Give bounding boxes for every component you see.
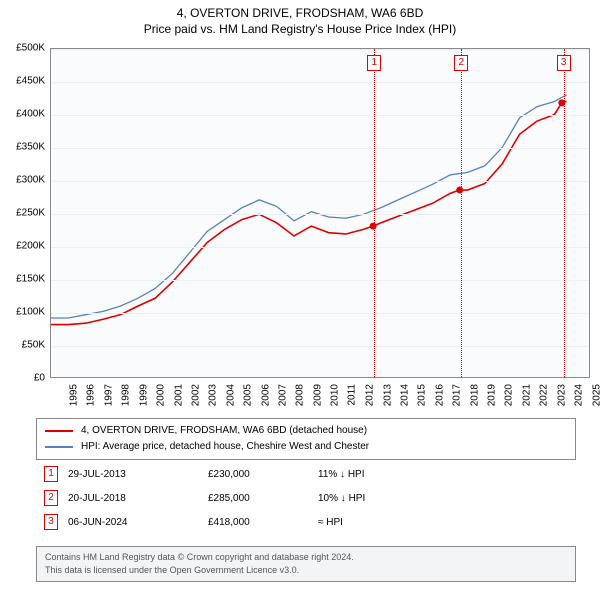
events-table: 1 29-JUL-2013 £230,000 11% ↓ HPI 2 20-JUL-201… [36, 462, 576, 534]
event-badge: 2 [454, 55, 468, 71]
gridline [51, 115, 589, 116]
y-axis-label: £350K [0, 142, 45, 153]
title-address: 4, OVERTON DRIVE, FRODSHAM, WA6 6BD [0, 6, 600, 20]
gridline [51, 214, 589, 215]
x-axis-label: 2025 [591, 384, 600, 406]
x-axis-label: 2010 [330, 384, 341, 406]
event-badge: 2 [44, 490, 58, 506]
gridline [51, 247, 589, 248]
y-axis-label: £150K [0, 274, 45, 285]
x-axis-label: 1999 [138, 384, 149, 406]
x-axis-label: 2020 [504, 384, 515, 406]
y-axis-label: £300K [0, 175, 45, 186]
x-axis-label: 2004 [225, 384, 236, 406]
x-axis-label: 2001 [173, 384, 184, 406]
x-axis-label: 2022 [539, 384, 550, 406]
title-subtitle: Price paid vs. HM Land Registry's House … [0, 22, 600, 36]
x-axis-label: 2023 [556, 384, 567, 406]
event-badge: 1 [367, 55, 381, 71]
x-axis-label: 2021 [521, 384, 532, 406]
chart-plot-area: 1 2 3 [50, 48, 590, 378]
event-dot [370, 223, 377, 230]
y-axis-label: £50K [0, 340, 45, 351]
gridline [51, 181, 589, 182]
y-axis-label: £500K [0, 43, 45, 54]
x-axis-label: 2024 [573, 384, 584, 406]
event-badge: 3 [44, 514, 58, 530]
footer-line: Contains HM Land Registry data © Crown c… [45, 551, 567, 564]
x-axis-label: 2000 [155, 384, 166, 406]
x-axis-label: 2015 [417, 384, 428, 406]
legend-box: 4, OVERTON DRIVE, FRODSHAM, WA6 6BD (det… [36, 418, 576, 460]
chart-container: 4, OVERTON DRIVE, FRODSHAM, WA6 6BD Pric… [0, 0, 600, 590]
event-price: £230,000 [208, 469, 308, 480]
event-comparison: ≈ HPI [318, 517, 418, 528]
x-axis-label: 1998 [121, 384, 132, 406]
event-price: £418,000 [208, 517, 308, 528]
x-axis-label: 2002 [190, 384, 201, 406]
footer-line: This data is licensed under the Open Gov… [45, 564, 567, 577]
x-axis-label: 1995 [68, 384, 79, 406]
footer-attribution: Contains HM Land Registry data © Crown c… [36, 546, 576, 582]
chart-svg [51, 49, 589, 377]
event-row: 1 29-JUL-2013 £230,000 11% ↓ HPI [36, 462, 576, 486]
x-axis-label: 1997 [103, 384, 114, 406]
event-comparison: 10% ↓ HPI [318, 493, 418, 504]
legend-row: 4, OVERTON DRIVE, FRODSHAM, WA6 6BD (det… [45, 423, 567, 439]
event-badge: 3 [557, 55, 571, 71]
y-axis-label: £400K [0, 109, 45, 120]
x-axis-label: 2011 [346, 384, 357, 406]
y-axis-label: £450K [0, 76, 45, 87]
legend-swatch [45, 446, 73, 448]
title-block: 4, OVERTON DRIVE, FRODSHAM, WA6 6BD Pric… [0, 0, 600, 36]
x-axis-label: 2016 [434, 384, 445, 406]
x-axis-label: 2005 [242, 384, 253, 406]
gridline [51, 313, 589, 314]
x-axis-label: 2012 [364, 384, 375, 406]
x-axis-label: 2003 [208, 384, 219, 406]
legend-label: 4, OVERTON DRIVE, FRODSHAM, WA6 6BD (det… [81, 423, 367, 439]
x-axis-label: 2014 [399, 384, 410, 406]
y-axis-label: £0 [0, 373, 45, 384]
legend-row: HPI: Average price, detached house, Ches… [45, 439, 567, 455]
x-axis-label: 2009 [312, 384, 323, 406]
gridline [51, 148, 589, 149]
event-marker-line [374, 49, 375, 377]
y-axis-label: £200K [0, 241, 45, 252]
x-axis-label: 2007 [277, 384, 288, 406]
event-date: 29-JUL-2013 [68, 469, 198, 480]
y-axis-label: £250K [0, 208, 45, 219]
gridline [51, 280, 589, 281]
gridline [51, 346, 589, 347]
legend-label: HPI: Average price, detached house, Ches… [81, 439, 369, 455]
x-axis-label: 2013 [382, 384, 393, 406]
x-axis-label: 1996 [86, 384, 97, 406]
event-row: 2 20-JUL-2018 £285,000 10% ↓ HPI [36, 486, 576, 510]
series-line [51, 95, 566, 318]
event-row: 3 06-JUN-2024 £418,000 ≈ HPI [36, 510, 576, 534]
gridline [51, 82, 589, 83]
x-axis-label: 2006 [260, 384, 271, 406]
y-axis-label: £100K [0, 307, 45, 318]
event-badge: 1 [44, 466, 58, 482]
gridline [51, 49, 589, 50]
x-axis-label: 2017 [451, 384, 462, 406]
x-axis-label: 2018 [469, 384, 480, 406]
x-axis-label: 2019 [486, 384, 497, 406]
event-date: 06-JUN-2024 [68, 517, 198, 528]
event-date: 20-JUL-2018 [68, 493, 198, 504]
event-comparison: 11% ↓ HPI [318, 469, 418, 480]
event-marker-line [564, 49, 565, 377]
legend-swatch [45, 430, 73, 432]
x-axis-label: 2008 [295, 384, 306, 406]
event-price: £285,000 [208, 493, 308, 504]
event-marker-line [461, 49, 462, 377]
